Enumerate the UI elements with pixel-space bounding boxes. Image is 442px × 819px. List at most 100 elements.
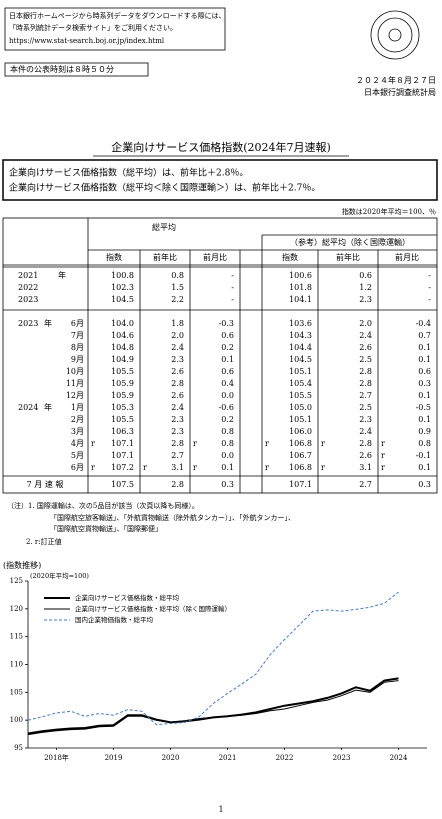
y-tick-label: 100 (10, 716, 23, 724)
revised-mark: r (381, 439, 385, 448)
summary-line: 企業向けサービス価格指数（総平均）は、前年比＋2.8％。 (9, 167, 248, 179)
note: 「国際航空貨物輸送」、「国際郵便」 (50, 524, 162, 533)
cell: 2.4 (359, 427, 372, 436)
cell: 0.3 (221, 480, 234, 489)
cell: 105.1 (289, 367, 312, 376)
cell: -0.6 (219, 403, 234, 412)
cell: 2.4 (171, 403, 184, 412)
row-year: 2022 (18, 283, 38, 292)
cell: - (231, 283, 234, 292)
row-month: 6月 (71, 319, 84, 328)
cell: 0.1 (221, 355, 234, 364)
column-header: 指数 (106, 252, 122, 262)
cell: 2.7 (359, 391, 372, 400)
row-year: 2023 (18, 319, 38, 328)
cell: - (428, 271, 431, 280)
cell: 107.1 (289, 480, 312, 489)
x-tick-label: 2018年 (44, 753, 69, 762)
column-header: 前年比 (336, 252, 360, 262)
cell: 0.8 (418, 439, 431, 448)
row-year-unit: 年 (58, 270, 66, 280)
cell: 0.1 (418, 391, 431, 400)
group-header: （参考）総平均（除く国際運輸） (290, 237, 410, 247)
series-line (27, 680, 399, 736)
cell: - (231, 271, 234, 280)
cell: 0.2 (221, 415, 234, 424)
cell: 102.3 (111, 283, 134, 292)
revised-mark: r (381, 463, 385, 472)
cell: 0.6 (221, 331, 234, 340)
y-tick-label: 115 (10, 633, 23, 641)
series-line (27, 677, 399, 735)
cell: 106.8 (289, 463, 312, 472)
cell: 105.9 (111, 379, 134, 388)
revised-mark: r (193, 463, 197, 472)
cell: 1.5 (171, 283, 184, 292)
cell: 2.8 (171, 480, 184, 489)
cell: 107.1 (111, 451, 134, 460)
summary-box (2, 159, 438, 201)
cell: 2.0 (171, 331, 184, 340)
cell: 101.8 (289, 283, 312, 292)
cell: - (428, 295, 431, 304)
row-month: 8月 (71, 343, 84, 352)
row-month: 2月 (71, 415, 84, 424)
cell: - (428, 283, 431, 292)
notice-line: 日本銀行ホームページから時系列データをダウンロードする際には、 (9, 11, 226, 20)
cell: 104.9 (111, 355, 134, 364)
cell: 0.9 (418, 427, 431, 436)
y-tick-label: 110 (10, 661, 23, 669)
table-lines (2, 217, 438, 494)
cell: 105.5 (111, 415, 134, 424)
row-month: 12月 (66, 391, 84, 400)
cell: 105.0 (289, 403, 312, 412)
y-tick-label: 125 (10, 577, 23, 585)
series-line (27, 591, 399, 726)
cell: 0.3 (418, 379, 431, 388)
y-tick-label: 105 (10, 688, 23, 696)
cell: 1.2 (359, 283, 372, 292)
row-month: 7月 (71, 331, 84, 340)
revised-mark: r (265, 463, 269, 472)
cell: 0.6 (359, 271, 372, 280)
cell: 103.6 (289, 319, 312, 328)
cell: 104.5 (289, 355, 312, 364)
x-tick-label: 2019 (105, 754, 123, 762)
cell: 2.7 (359, 480, 372, 489)
summary-line: 企業向けサービス価格指数（総平均＜除く国際運輸＞）は、前年比＋2.7％。 (9, 182, 320, 194)
cell: 104.3 (289, 331, 312, 340)
row-month: 10月 (66, 367, 84, 376)
cell: 2.7 (171, 451, 184, 460)
y-tick-label: 95 (14, 744, 23, 752)
cell: 0.6 (221, 367, 234, 376)
cell: 2.5 (359, 403, 372, 412)
cell: 2.2 (171, 295, 184, 304)
cell: 2.8 (171, 379, 184, 388)
cell: 2.8 (359, 367, 372, 376)
logo (370, 10, 420, 60)
row-year-unit: 年 (44, 402, 52, 412)
group-header: 総平均 (152, 222, 176, 232)
revised-mark: r (321, 463, 325, 472)
cell: 0.0 (221, 451, 234, 460)
cell: 2.6 (171, 391, 184, 400)
revised-mark: r (265, 439, 269, 448)
cell: 0.6 (418, 367, 431, 376)
cell: 2.4 (359, 331, 372, 340)
cell: 106.8 (289, 439, 312, 448)
cell: -0.5 (416, 403, 431, 412)
cell: 107.5 (111, 480, 134, 489)
revised-mark: r (381, 451, 385, 460)
column-header: 前年比 (153, 252, 177, 262)
cell: 0.8 (221, 427, 234, 436)
cell: 2.3 (171, 427, 184, 436)
cell: 104.0 (111, 319, 134, 328)
cell: 0.1 (221, 463, 234, 472)
cell: 105.5 (289, 391, 312, 400)
row-month: 1月 (71, 403, 84, 412)
cell: - (231, 295, 234, 304)
chart-title: (指数推移) (3, 560, 41, 570)
row-year: 2023 (18, 295, 38, 304)
row-month: 4月 (71, 439, 84, 448)
cell: 3.1 (359, 463, 372, 472)
